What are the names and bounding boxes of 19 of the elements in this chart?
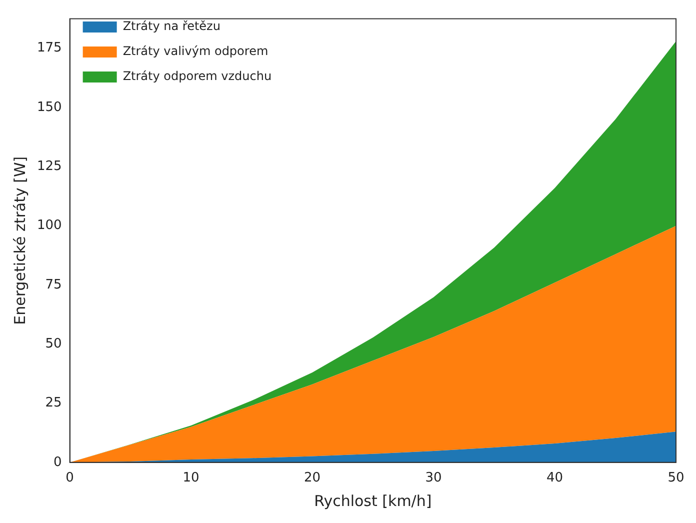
x-axis-title: Rychlost [km/h] (314, 492, 432, 510)
y-tick-label: 100 (36, 218, 62, 234)
y-tick-label: 75 (45, 277, 62, 292)
y-tick-label: 150 (36, 100, 62, 115)
legend-label: Ztráty odporem vzduchu (122, 69, 272, 84)
x-tick-label: 20 (304, 470, 321, 486)
x-tick-label: 50 (668, 470, 684, 486)
legend-label: Ztráty valivým odporem (122, 44, 268, 58)
x-tick-label: 0 (66, 470, 74, 486)
y-tick-label: 50 (45, 336, 62, 352)
legend-label: Ztráty na řetězu (122, 19, 220, 34)
y-axis-title: Energetické ztráty [W] (10, 156, 29, 325)
y-tick-label: 0 (54, 454, 62, 470)
x-tick-label: 30 (425, 470, 442, 486)
y-tick-label: 175 (36, 40, 62, 56)
y-tick-label: 125 (36, 159, 62, 174)
y-tick-label: 25 (45, 396, 62, 411)
x-tick-label: 40 (546, 470, 564, 486)
x-tick-label: 10 (182, 470, 200, 486)
